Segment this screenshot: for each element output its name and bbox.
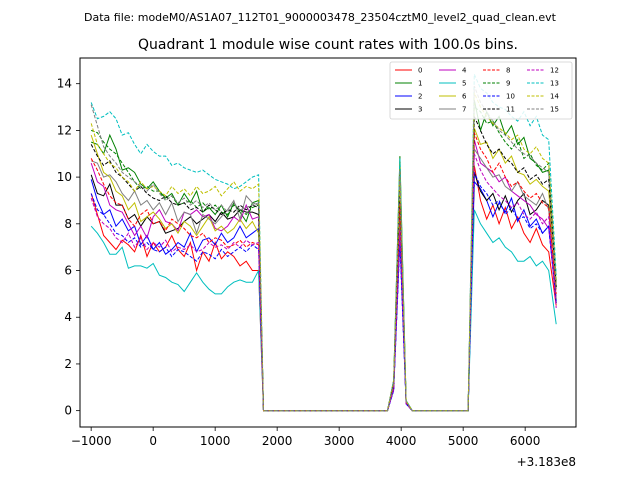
series-layer bbox=[90, 74, 557, 412]
legend-frame bbox=[389, 61, 573, 120]
legend-label-6: 6 bbox=[462, 93, 467, 101]
legend-label-7: 7 bbox=[462, 106, 466, 114]
legend-label-11: 11 bbox=[506, 106, 515, 114]
y-tick-label: 8 bbox=[64, 217, 72, 231]
y-axis: 0 2 4 6 8 10 12 14 bbox=[57, 77, 80, 418]
series-line-9 bbox=[91, 106, 557, 412]
legend-label-10: 10 bbox=[506, 93, 515, 101]
plot-frame bbox=[79, 57, 577, 428]
legend-label-5: 5 bbox=[462, 80, 466, 88]
x-tick-label: 5000 bbox=[448, 434, 479, 448]
y-tick-label: 12 bbox=[57, 123, 72, 137]
legend-label-15: 15 bbox=[550, 106, 559, 114]
legend-label-2: 2 bbox=[418, 93, 422, 101]
legend-label-4: 4 bbox=[462, 67, 467, 75]
y-tick-label: 2 bbox=[64, 357, 72, 371]
legend-label-13: 13 bbox=[550, 80, 559, 88]
x-offset-label: +3.183e8 bbox=[517, 455, 576, 469]
legend-label-3: 3 bbox=[418, 106, 422, 114]
series-line-15 bbox=[90, 85, 557, 412]
chart-title: Quadrant 1 module wise count rates with … bbox=[138, 37, 518, 53]
y-tick-label: 10 bbox=[57, 170, 72, 184]
legend-label-14: 14 bbox=[550, 93, 559, 101]
series-line-10 bbox=[90, 172, 557, 412]
y-tick-label: 0 bbox=[64, 404, 72, 418]
y-tick-label: 4 bbox=[64, 310, 72, 324]
chart-suptitle: Data file: modeM0/AS1A07_112T01_90000034… bbox=[84, 11, 557, 24]
x-tick-label: 2000 bbox=[262, 434, 293, 448]
legend-label-0: 0 bbox=[418, 67, 422, 75]
y-tick-label: 14 bbox=[57, 77, 72, 91]
x-tick-label: 6000 bbox=[510, 434, 541, 448]
x-axis: −1000 0 1000 2000 3000 4000 5000 6000 bbox=[71, 427, 541, 448]
series-line-12 bbox=[90, 153, 557, 412]
legend-label-8: 8 bbox=[506, 67, 510, 75]
x-tick-label: 3000 bbox=[324, 434, 355, 448]
x-tick-label: −1000 bbox=[71, 434, 112, 448]
x-tick-label: 1000 bbox=[200, 434, 231, 448]
legend-label-9: 9 bbox=[506, 80, 510, 88]
legend-label-1: 1 bbox=[418, 80, 422, 88]
x-tick-label: 0 bbox=[149, 434, 157, 448]
y-tick-label: 6 bbox=[64, 264, 72, 278]
legend-label-12: 12 bbox=[550, 67, 559, 75]
x-tick-label: 4000 bbox=[386, 434, 417, 448]
